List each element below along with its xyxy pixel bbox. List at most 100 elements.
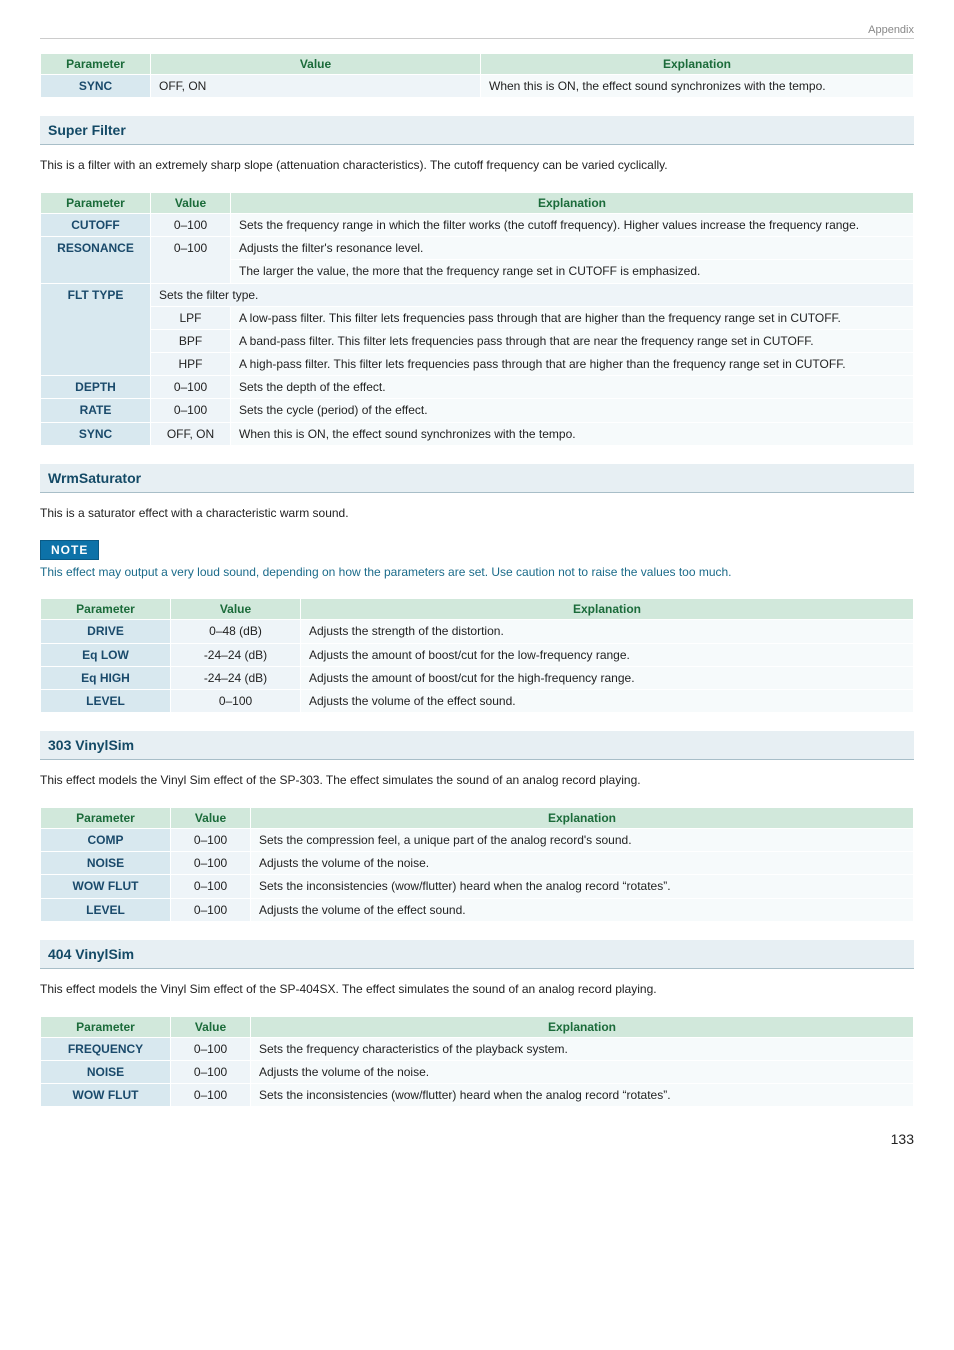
table-row: LPF A low-pass filter. This filter lets … bbox=[41, 306, 914, 329]
note-text: This effect may output a very loud sound… bbox=[40, 564, 914, 581]
col-explanation: Explanation bbox=[251, 1016, 914, 1037]
col-value: Value bbox=[151, 54, 481, 75]
explain-cell: A high-pass filter. This filter lets fre… bbox=[231, 353, 914, 376]
col-value: Value bbox=[171, 599, 301, 620]
table-row: RESONANCE 0–100 Adjusts the filter's res… bbox=[41, 237, 914, 260]
explain-cell: Sets the inconsistencies (wow/flutter) h… bbox=[251, 1083, 914, 1106]
table-row: WOW FLUT 0–100 Sets the inconsistencies … bbox=[41, 1083, 914, 1106]
explain-cell: Adjusts the filter's resonance level. bbox=[231, 237, 914, 260]
explain-cell: Sets the frequency characteristics of th… bbox=[251, 1037, 914, 1060]
table-row: DRIVE 0–48 (dB) Adjusts the strength of … bbox=[41, 620, 914, 643]
table-row: COMP 0–100 Sets the compression feel, a … bbox=[41, 829, 914, 852]
table-row: FREQUENCY 0–100 Sets the frequency chara… bbox=[41, 1037, 914, 1060]
param-cell: DRIVE bbox=[41, 620, 171, 643]
explain-cell: Adjusts the volume of the noise. bbox=[251, 1060, 914, 1083]
explain-cell: A band-pass filter. This filter lets fre… bbox=[231, 329, 914, 352]
value-cell: 0–100 bbox=[151, 399, 231, 422]
explain-cell: Adjusts the volume of the noise. bbox=[251, 852, 914, 875]
value-cell: BPF bbox=[151, 329, 231, 352]
table-row: DEPTH 0–100 Sets the depth of the effect… bbox=[41, 376, 914, 399]
value-cell: 0–100 bbox=[171, 1083, 251, 1106]
param-cell: RESONANCE bbox=[41, 237, 151, 283]
param-cell: Eq HIGH bbox=[41, 666, 171, 689]
appendix-label: Appendix bbox=[40, 24, 914, 39]
value-cell: 0–100 bbox=[171, 1060, 251, 1083]
303vinylsim-intro: This effect models the Vinyl Sim effect … bbox=[40, 772, 914, 789]
table-row: SYNC OFF, ON When this is ON, the effect… bbox=[41, 75, 914, 98]
section-404vinylsim: 404 VinylSim bbox=[40, 940, 914, 969]
value-cell: 0–100 bbox=[171, 1037, 251, 1060]
value-cell: 0–100 bbox=[171, 898, 251, 921]
explain-cell: Adjusts the volume of the effect sound. bbox=[251, 898, 914, 921]
value-cell: -24–24 (dB) bbox=[171, 643, 301, 666]
explain-cell: Sets the frequency range in which the fi… bbox=[231, 213, 914, 236]
value-cell: 0–100 bbox=[171, 852, 251, 875]
table-row: FLT TYPE Sets the filter type. bbox=[41, 283, 914, 306]
section-wrmsaturator: WrmSaturator bbox=[40, 464, 914, 493]
value-cell: 0–48 (dB) bbox=[171, 620, 301, 643]
super-filter-table: Parameter Value Explanation CUTOFF 0–100… bbox=[40, 192, 914, 446]
value-cell: 0–100 bbox=[151, 213, 231, 236]
param-cell: WOW FLUT bbox=[41, 875, 171, 898]
page-number: 133 bbox=[40, 1131, 914, 1147]
value-cell: 0–100 bbox=[171, 875, 251, 898]
col-parameter: Parameter bbox=[41, 192, 151, 213]
table-row: LEVEL 0–100 Adjusts the volume of the ef… bbox=[41, 898, 914, 921]
explain-cell: Sets the cycle (period) of the effect. bbox=[231, 399, 914, 422]
table-row: NOISE 0–100 Adjusts the volume of the no… bbox=[41, 852, 914, 875]
wrmsaturator-table: Parameter Value Explanation DRIVE 0–48 (… bbox=[40, 598, 914, 713]
value-cell: OFF, ON bbox=[151, 422, 231, 445]
explain-cell: Adjusts the amount of boost/cut for the … bbox=[301, 666, 914, 689]
table-row: Eq HIGH -24–24 (dB) Adjusts the amount o… bbox=[41, 666, 914, 689]
param-cell: RATE bbox=[41, 399, 151, 422]
table-row: CUTOFF 0–100 Sets the frequency range in… bbox=[41, 213, 914, 236]
section-super-filter: Super Filter bbox=[40, 116, 914, 145]
col-explanation: Explanation bbox=[481, 54, 914, 75]
param-cell: LEVEL bbox=[41, 690, 171, 713]
sync-prev-table: Parameter Value Explanation SYNC OFF, ON… bbox=[40, 53, 914, 98]
param-cell: FREQUENCY bbox=[41, 1037, 171, 1060]
value-cell: HPF bbox=[151, 353, 231, 376]
value-cell: OFF, ON bbox=[151, 75, 481, 98]
explain-cell: Adjusts the volume of the effect sound. bbox=[301, 690, 914, 713]
param-cell: WOW FLUT bbox=[41, 1083, 171, 1106]
value-cell: 0–100 bbox=[151, 376, 231, 399]
param-cell: NOISE bbox=[41, 852, 171, 875]
explain-cell: A low-pass filter. This filter lets freq… bbox=[231, 306, 914, 329]
param-cell: NOISE bbox=[41, 1060, 171, 1083]
col-value: Value bbox=[171, 1016, 251, 1037]
explain-cell: When this is ON, the effect sound synchr… bbox=[231, 422, 914, 445]
vinyl404-table: Parameter Value Explanation FREQUENCY 0–… bbox=[40, 1016, 914, 1108]
param-cell: Eq LOW bbox=[41, 643, 171, 666]
table-row: Eq LOW -24–24 (dB) Adjusts the amount of… bbox=[41, 643, 914, 666]
col-explanation: Explanation bbox=[231, 192, 914, 213]
col-parameter: Parameter bbox=[41, 54, 151, 75]
col-value: Value bbox=[171, 808, 251, 829]
wrmsaturator-intro: This is a saturator effect with a charac… bbox=[40, 505, 914, 522]
col-value: Value bbox=[151, 192, 231, 213]
explain-cell: When this is ON, the effect sound synchr… bbox=[481, 75, 914, 98]
table-row: LEVEL 0–100 Adjusts the volume of the ef… bbox=[41, 690, 914, 713]
param-cell: FLT TYPE bbox=[41, 283, 151, 376]
param-cell: COMP bbox=[41, 829, 171, 852]
vinyl303-table: Parameter Value Explanation COMP 0–100 S… bbox=[40, 807, 914, 922]
table-row: RATE 0–100 Sets the cycle (period) of th… bbox=[41, 399, 914, 422]
super-filter-intro: This is a filter with an extremely sharp… bbox=[40, 157, 914, 174]
404vinylsim-intro: This effect models the Vinyl Sim effect … bbox=[40, 981, 914, 998]
value-cell: LPF bbox=[151, 306, 231, 329]
explain-cell: Sets the compression feel, a unique part… bbox=[251, 829, 914, 852]
note-badge: NOTE bbox=[40, 540, 99, 560]
col-explanation: Explanation bbox=[251, 808, 914, 829]
param-cell: CUTOFF bbox=[41, 213, 151, 236]
param-cell: SYNC bbox=[41, 75, 151, 98]
explain-cell: Adjusts the strength of the distortion. bbox=[301, 620, 914, 643]
value-cell: 0–100 bbox=[171, 690, 301, 713]
subheader-cell: Sets the filter type. bbox=[151, 283, 914, 306]
col-explanation: Explanation bbox=[301, 599, 914, 620]
param-cell: LEVEL bbox=[41, 898, 171, 921]
col-parameter: Parameter bbox=[41, 808, 171, 829]
table-row: SYNC OFF, ON When this is ON, the effect… bbox=[41, 422, 914, 445]
explain-cell: Sets the depth of the effect. bbox=[231, 376, 914, 399]
table-row: BPF A band-pass filter. This filter lets… bbox=[41, 329, 914, 352]
table-row: HPF A high-pass filter. This filter lets… bbox=[41, 353, 914, 376]
